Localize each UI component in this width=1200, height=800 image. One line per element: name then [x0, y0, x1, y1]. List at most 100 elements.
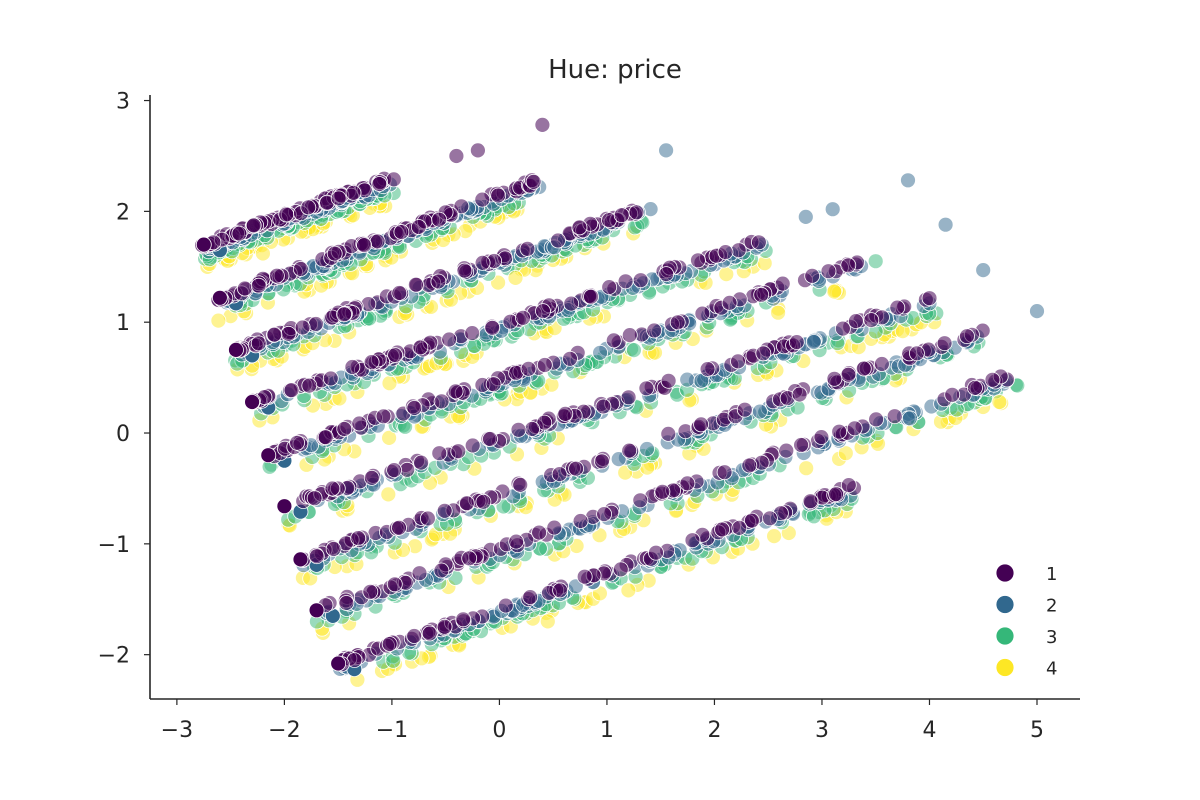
scatter-point-series-4 — [254, 245, 271, 262]
scatter-point-series-1 — [484, 319, 501, 336]
scatter-point-series-1 — [524, 421, 540, 437]
scatter-point-series-1 — [551, 466, 568, 483]
scatter-point-series-1 — [628, 204, 645, 221]
scatter-point-series-1 — [280, 325, 297, 342]
scatter-point-series-1 — [369, 233, 386, 250]
scatter-point-series-1 — [679, 475, 696, 492]
scatter-point-series-1 — [605, 332, 622, 349]
x-tick-label: 1 — [600, 718, 614, 743]
scatter-point-series-1 — [921, 290, 938, 307]
scatter-point-series-1 — [660, 425, 677, 442]
scatter-point-series-1 — [490, 187, 507, 204]
scatter-point-series-1 — [620, 389, 637, 406]
scatter-point-series-1 — [512, 476, 529, 493]
scatter-point-series-2 — [610, 451, 627, 468]
scatter-point-series-1 — [268, 267, 285, 284]
x-tick-label: 2 — [707, 718, 721, 743]
scatter-point-series-1 — [228, 341, 244, 358]
scatter-point-series-1 — [755, 345, 772, 362]
scatter-point-series-1 — [736, 401, 753, 418]
scatter-point-series-1 — [322, 370, 339, 387]
y-tick-label: −1 — [98, 533, 130, 558]
scatter-point-series-2 — [658, 142, 674, 159]
scatter-point-series-1 — [594, 453, 610, 470]
scatter-point-series-1 — [621, 442, 638, 459]
scatter-point-series-1 — [572, 513, 589, 529]
scatter-point-series-1 — [431, 445, 448, 462]
scatter-point-series-1 — [534, 117, 551, 133]
scatter-point-series-2 — [1029, 303, 1045, 320]
scatter-point-series-1 — [289, 434, 306, 451]
chart-title: Hue: price — [548, 55, 682, 85]
legend-marker-4 — [995, 658, 1015, 677]
scatter-point-series-1 — [345, 184, 362, 201]
scatter-point-series-1 — [453, 198, 470, 215]
scatter-point-series-1 — [721, 294, 738, 311]
x-tick-label: 3 — [815, 718, 829, 743]
scatter-point-series-1 — [846, 420, 863, 437]
scatter-point-series-1 — [250, 335, 267, 352]
scatter-point-series-1 — [441, 331, 458, 348]
scatter-point-series-1 — [260, 447, 277, 464]
scatter-point-series-1 — [788, 334, 805, 351]
scatter-point-series-1 — [497, 597, 514, 614]
scatter-point-series-1 — [613, 207, 630, 224]
scatter-point-series-1 — [617, 273, 634, 290]
scatter-point-series-1 — [563, 295, 580, 312]
scatter-point-series-1 — [669, 314, 686, 331]
scatter-point-series-1 — [413, 454, 430, 471]
scatter-point-series-4 — [381, 375, 398, 392]
scatter-point-series-1 — [714, 521, 730, 538]
scatter-point-series-1 — [231, 225, 248, 242]
scatter-point-series-1 — [482, 431, 498, 447]
scatter-point-series-1 — [485, 376, 502, 393]
scatter-point-series-1 — [330, 190, 347, 207]
scatter-point-series-1 — [840, 477, 857, 494]
scatter-point-series-1 — [741, 457, 758, 474]
scatter-point-series-1 — [571, 219, 588, 236]
scatter-point-series-4 — [766, 528, 782, 544]
scatter-point-series-1 — [820, 263, 837, 280]
scatter-point-series-1 — [576, 568, 593, 585]
scatter-point-series-1 — [793, 437, 809, 453]
scatter-point-series-1 — [694, 305, 711, 322]
scatter-point-series-4 — [381, 429, 398, 446]
scatter-point-series-1 — [813, 429, 830, 446]
scatter-point-series-1 — [301, 377, 318, 394]
scatter-point-series-1 — [595, 398, 612, 415]
scatter-point-series-1 — [778, 442, 795, 459]
scatter-point-series-1 — [236, 280, 253, 297]
scatter-point-series-1 — [412, 339, 429, 356]
scatter-point-series-1 — [419, 510, 436, 527]
scatter-point-series-1 — [338, 595, 355, 611]
scatter-point-series-1 — [868, 411, 884, 428]
scatter-point-series-1 — [363, 469, 380, 486]
scatter-point-series-1 — [474, 254, 491, 271]
scatter-point-series-4 — [991, 394, 1008, 410]
scatter-point-series-1 — [863, 312, 880, 329]
scatter-point-series-1 — [300, 199, 317, 216]
legend-marker-2 — [995, 595, 1015, 614]
scatter-point-series-1 — [433, 562, 450, 579]
scatter-point-series-1 — [855, 360, 872, 377]
scatter-point-series-1 — [350, 530, 367, 546]
scatter-point-series-1 — [874, 356, 890, 372]
scatter-point-series-1 — [211, 289, 228, 306]
scatter-point-series-1 — [411, 565, 428, 582]
scatter-point-series-1 — [546, 519, 563, 536]
scatter-point-series-1 — [531, 524, 547, 541]
legend-label-1: 1 — [1046, 564, 1057, 585]
scatter-point-series-1 — [944, 386, 961, 403]
scatter-point-series-1 — [826, 370, 843, 387]
scatter-point-series-1 — [278, 206, 295, 223]
legend-marker-1 — [995, 563, 1015, 583]
scatter-point-series-1 — [336, 306, 353, 323]
scatter-point-series-1 — [525, 173, 542, 190]
scatter-point-series-3 — [626, 342, 642, 359]
y-tick-label: −2 — [98, 644, 130, 669]
scatter-point-series-4 — [826, 283, 843, 300]
scatter-point-series-1 — [522, 589, 539, 605]
scatter-point-series-1 — [519, 240, 536, 257]
scatter-point-series-1 — [716, 464, 733, 481]
scatter-point-series-1 — [835, 320, 851, 337]
